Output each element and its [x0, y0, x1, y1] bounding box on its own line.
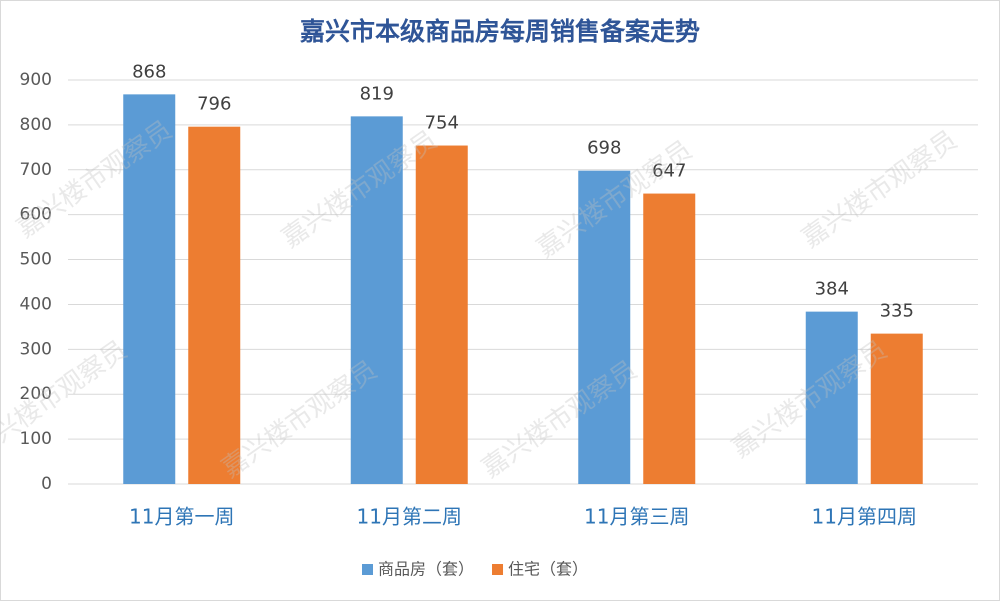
y-tick-label: 300 — [20, 339, 52, 359]
bar — [123, 94, 176, 484]
bar — [415, 145, 468, 484]
y-tick-label: 600 — [20, 205, 52, 225]
y-tick-label: 400 — [20, 294, 52, 314]
x-tick-label: 11月第一周 — [129, 505, 234, 529]
y-tick-label: 200 — [20, 384, 52, 404]
chart-title: 嘉兴市本级商品房每周销售备案走势 — [300, 17, 700, 46]
y-tick-label: 100 — [20, 429, 52, 449]
bar — [643, 193, 696, 484]
y-tick-label: 700 — [20, 160, 52, 180]
bar — [578, 170, 631, 485]
y-tick-label: 0 — [41, 474, 52, 494]
data-label: 647 — [652, 161, 686, 182]
bar — [350, 116, 403, 485]
data-label: 384 — [815, 279, 849, 300]
data-label: 819 — [360, 83, 394, 104]
x-tick-label: 11月第二周 — [357, 505, 462, 529]
bar — [870, 333, 923, 484]
legend-label: 商品房（套） — [378, 560, 474, 579]
data-label: 796 — [197, 94, 231, 115]
data-label: 868 — [132, 61, 166, 82]
data-label: 698 — [587, 138, 621, 159]
legend-label: 住宅（套） — [508, 560, 588, 579]
y-tick-label: 800 — [20, 115, 52, 135]
bar — [188, 126, 241, 484]
data-label: 335 — [880, 301, 914, 322]
legend-swatch — [492, 564, 504, 575]
x-tick-label: 11月第三周 — [584, 505, 689, 529]
data-label: 754 — [425, 113, 459, 134]
bar — [805, 311, 858, 484]
y-tick-label: 900 — [20, 70, 52, 90]
y-tick-label: 500 — [20, 250, 52, 270]
legend-swatch — [362, 564, 373, 575]
x-tick-label: 11月第四周 — [812, 505, 917, 529]
